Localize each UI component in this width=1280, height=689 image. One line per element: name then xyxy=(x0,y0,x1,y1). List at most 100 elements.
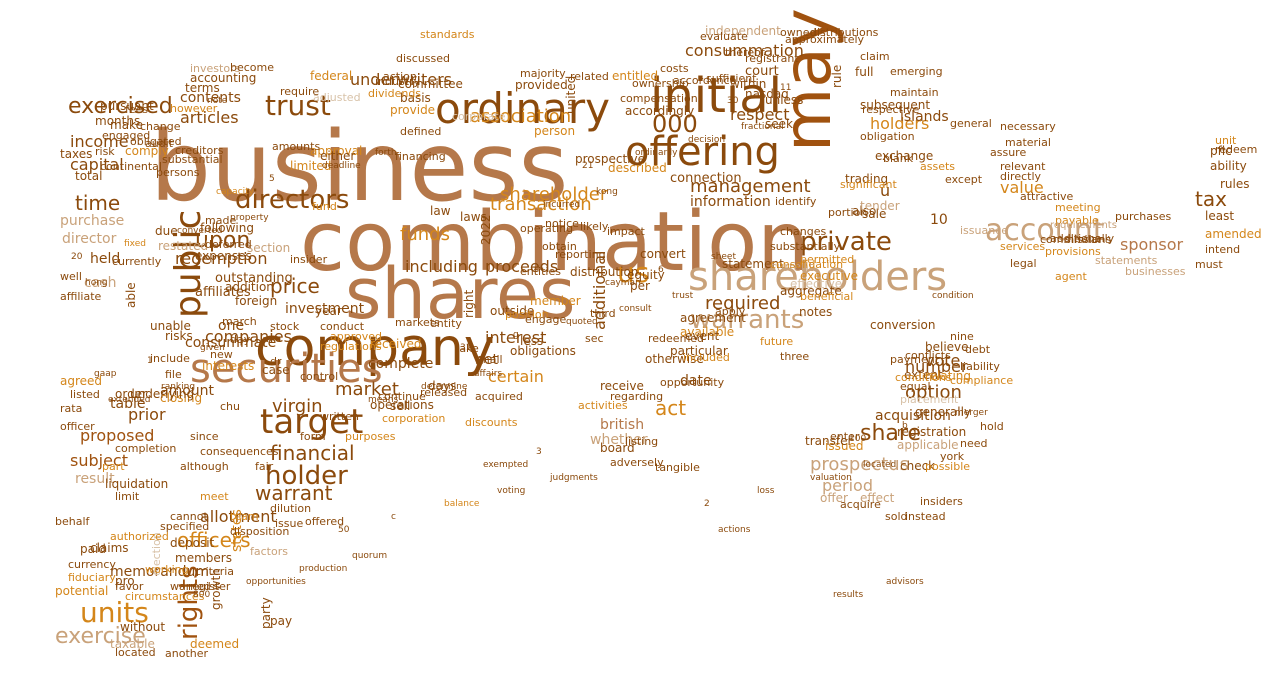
word-800-395: 800 xyxy=(193,590,210,600)
word-owned-347: owned xyxy=(780,26,816,39)
word-trading-126: trading xyxy=(845,172,888,186)
word-underlying-220: underlying xyxy=(130,387,194,401)
word-however-180: however xyxy=(170,102,218,115)
word-company-3: company xyxy=(255,318,495,378)
word-entitled-139: entitled xyxy=(612,69,658,83)
word-located-249: located xyxy=(115,646,156,659)
word-closing-164: closing xyxy=(160,391,202,405)
word-transfer-194: transfer xyxy=(805,434,852,448)
word-ordinary-7: ordinary xyxy=(435,84,610,133)
word-subject-75: subject xyxy=(70,451,128,470)
word-aggregate-191: aggregate xyxy=(780,284,842,298)
word-accordingly-137: accordingly xyxy=(625,104,694,118)
word-tender-125: tender xyxy=(860,199,900,213)
word-total-183: total xyxy=(75,169,102,183)
word-corporation-159: corporation xyxy=(382,412,445,425)
word-notes-123: notes xyxy=(799,305,832,319)
word-currency-251: currency xyxy=(68,558,116,571)
word-2022-211: 2022 xyxy=(479,214,493,245)
word-sell-158: sell xyxy=(390,399,410,413)
word-must-243: must xyxy=(1195,258,1223,271)
word-position-291: position xyxy=(505,308,549,321)
word-regarding-294: regarding xyxy=(610,390,663,403)
word-21-394: 21 xyxy=(582,161,593,171)
word-enter-222: enter xyxy=(830,430,860,443)
word-capacity-388: capacity xyxy=(216,187,255,197)
word-discussed-341: discussed xyxy=(396,52,450,65)
word-file-371: file xyxy=(165,368,182,381)
word-basis-144: basis xyxy=(400,91,431,105)
word-registration-111: registration xyxy=(897,425,966,439)
word-unable-167: unable xyxy=(150,319,191,333)
word-compensation-226: compensation xyxy=(620,92,698,105)
word-sold-238: sold xyxy=(885,510,908,523)
word-instead-377: instead xyxy=(905,510,946,523)
word-private-17: private xyxy=(800,227,892,257)
word-account-14: account xyxy=(985,213,1105,248)
word-quoted-416: quoted xyxy=(566,317,598,327)
word-combination-1: combination xyxy=(300,195,809,290)
word-continue-287: continue xyxy=(378,390,426,403)
word-shareholder-24: shareholder xyxy=(500,184,608,205)
word-insiders-378: insiders xyxy=(920,495,963,508)
word-u-102: u xyxy=(880,181,890,200)
word-voting-426: voting xyxy=(497,486,525,496)
word-affiliate-322: affiliate xyxy=(60,290,102,303)
word-fair-311: fair xyxy=(255,460,274,473)
word-conditions-239: conditions xyxy=(895,371,952,384)
word-additionally-353: additionally xyxy=(1050,232,1115,245)
word-warned-302: warned xyxy=(170,580,211,593)
word-addition-169: addition xyxy=(225,280,274,294)
word-exempted-385: exempted xyxy=(483,460,528,470)
word-believe-108: believe xyxy=(925,340,969,354)
word-offer-82: offer xyxy=(820,491,848,505)
word-20-393: 20 xyxy=(71,252,83,262)
word-interests-165: interests xyxy=(202,359,254,373)
word-disposition-307: disposition xyxy=(230,525,289,538)
word-outside-153: outside xyxy=(490,304,534,318)
word-terms-177: terms xyxy=(185,81,220,95)
word-offering-8: offering xyxy=(625,129,780,175)
word-c-402: c xyxy=(391,512,396,522)
word-full-129: full xyxy=(855,65,874,79)
word-30-389: 30 xyxy=(727,96,739,106)
word-section-170: section xyxy=(247,241,290,255)
word-pfic-105: pfic xyxy=(1210,144,1232,158)
word-notice-335: notice xyxy=(545,217,579,230)
word-defined-337: defined xyxy=(400,125,441,138)
word-officer-323: officer xyxy=(60,420,95,433)
word-laws-149: laws xyxy=(460,210,487,224)
word-able-208: able xyxy=(124,282,138,308)
word-1-398: 1 xyxy=(147,356,153,366)
word-amount-68: amount xyxy=(160,383,215,399)
word-federal-143: federal xyxy=(310,69,352,83)
word-control-329: control xyxy=(300,370,338,383)
word-located-432: located xyxy=(863,460,896,470)
word-warrants-15: warrants xyxy=(690,305,804,335)
word-100-391: 100 xyxy=(849,434,866,444)
word-particular-188: particular xyxy=(670,344,728,358)
word-approval-145: approval xyxy=(310,144,362,158)
word-applicable-112: applicable xyxy=(897,438,959,452)
word-hold-379: hold xyxy=(980,420,1004,433)
word-financing-336: financing xyxy=(395,150,446,163)
word-march-325: march xyxy=(222,315,257,328)
word-consequences-373: consequences xyxy=(200,445,279,458)
word-3-397: 3 xyxy=(536,447,542,457)
word-made-219: made xyxy=(205,214,236,227)
word-person-140: person xyxy=(534,124,575,138)
word-complete-65: complete xyxy=(368,356,433,372)
word-impact-356: impact xyxy=(607,225,646,238)
word-future-383: future xyxy=(760,335,793,348)
word-affairs-433: affairs xyxy=(474,369,502,379)
word-assets-175: assets xyxy=(920,160,955,173)
word-placement-255: placement xyxy=(900,393,959,406)
word-change-367: change xyxy=(140,120,181,133)
word-party-206: party xyxy=(259,597,273,629)
word-10-103: 10 xyxy=(930,212,948,228)
word-behalf-360: behalf xyxy=(55,515,91,528)
word-6-399: 6 xyxy=(658,265,664,275)
word-york-381: york xyxy=(940,450,965,463)
word-favor-303: favor xyxy=(115,580,144,593)
word-emerging-269: emerging xyxy=(890,65,943,78)
